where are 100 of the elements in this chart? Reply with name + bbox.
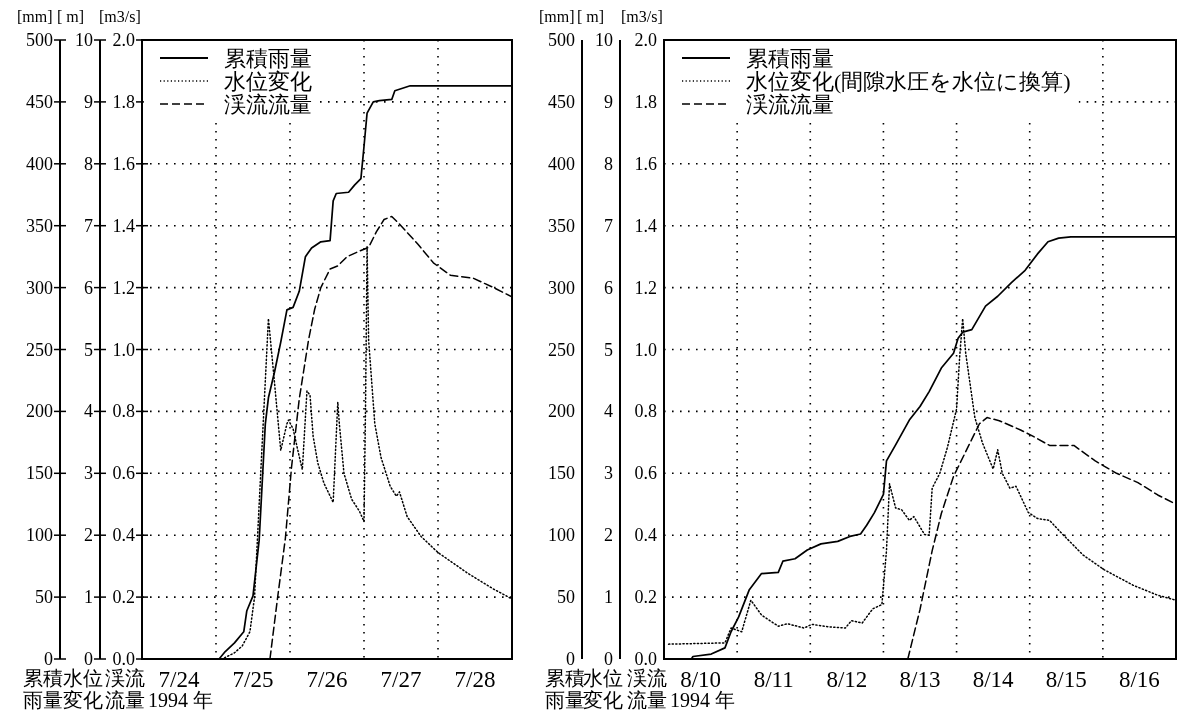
x-tick-label: 8/15 [1045, 667, 1087, 692]
text: 流量 [627, 689, 667, 711]
y-tick-label: 350 [548, 215, 575, 236]
y3-tick-label: 1.2 [634, 277, 657, 298]
x-tick-label: 7/24 [158, 667, 200, 692]
y-tick-label: 400 [548, 153, 575, 174]
y3-tick-label: 1.6 [112, 153, 135, 174]
y3-tick-label: 0.4 [112, 525, 135, 546]
y2-tick-label: 2 [604, 525, 613, 546]
y-tick-label: 50 [35, 587, 53, 608]
y-tick-label: 350 [26, 215, 53, 236]
y2-tick-label: 0 [84, 649, 93, 669]
text: 水位 [63, 667, 103, 689]
text: 渓流 [105, 667, 145, 689]
y2-tick-label: 3 [84, 463, 93, 484]
y2-axis-title: [ m] [577, 8, 605, 25]
x-tick-label: 8/12 [826, 667, 868, 692]
y3-tick-label: 0.2 [112, 587, 135, 608]
legend-label: 累積雨量 [224, 46, 312, 71]
text: 流量 [105, 689, 145, 711]
y-tick-label: 200 [26, 401, 53, 422]
y2-tick-label: 5 [84, 339, 93, 360]
y3-tick-label: 0.0 [634, 649, 657, 669]
y3-tick-label: 0.4 [634, 525, 657, 546]
x-axis-title: 1994 年 [670, 689, 735, 711]
y2-tick-label: 2 [84, 525, 93, 546]
y-tick-label: 0 [44, 649, 53, 669]
text: 変化 [583, 689, 623, 711]
y-tick-label: 100 [548, 525, 575, 546]
y2-tick-label: 9 [604, 91, 613, 112]
text: 変化 [63, 689, 103, 711]
y3-tick-label: 0.6 [634, 463, 657, 484]
y-tick-label: 0 [566, 649, 575, 669]
y-tick-label: 500 [26, 30, 53, 50]
x-tick-label: 7/25 [232, 667, 274, 692]
y-tick-label: 450 [548, 91, 575, 112]
y-tick-label: 450 [26, 91, 53, 112]
y-tick-label: 300 [26, 277, 53, 298]
legend-label: 累積雨量 [746, 46, 834, 71]
y3-tick-label: 0.8 [112, 401, 135, 422]
x-tick-label: 8/13 [899, 667, 941, 692]
y-tick-label: 400 [26, 153, 53, 174]
y3-tick-label: 0.0 [112, 649, 135, 669]
y-axis-title: [mm] [17, 8, 53, 25]
y3-tick-label: 2.0 [634, 30, 657, 50]
y-tick-label: 250 [548, 339, 575, 360]
y-tick-label: 150 [548, 463, 575, 484]
y3-tick-label: 0.6 [112, 463, 135, 484]
x-axis-title: 1994 年 [148, 689, 213, 711]
y3-tick-label: 1.8 [112, 91, 135, 112]
y2-tick-label: 1 [604, 587, 613, 608]
y-tick-label: 500 [548, 30, 575, 50]
text: 雨量 [23, 689, 63, 711]
y-tick-label: 250 [26, 339, 53, 360]
y3-tick-label: 1.8 [634, 91, 657, 112]
x-tick-label: 8/10 [680, 667, 722, 692]
x-tick-label: 8/11 [753, 667, 794, 692]
x-tick-label: 7/26 [306, 667, 348, 692]
y3-tick-label: 1.6 [634, 153, 657, 174]
y-axis-title: [mm] [539, 8, 575, 25]
y2-axis-title: [ m] [57, 8, 85, 25]
y3-tick-label: 1.4 [112, 215, 135, 236]
y2-tick-label: 6 [84, 277, 93, 298]
y2-tick-label: 4 [604, 401, 613, 422]
y3-tick-label: 2.0 [112, 30, 135, 50]
legend-label: 水位変化(間隙水圧を水位に換算) [746, 69, 1071, 94]
y2-tick-label: 5 [604, 339, 613, 360]
y2-tick-label: 7 [84, 215, 93, 236]
y3-tick-label: 1.0 [634, 339, 657, 360]
text: 累積 [545, 667, 585, 689]
y2-tick-label: 8 [604, 153, 613, 174]
y2-tick-label: 0 [604, 649, 613, 669]
y3-axis-title: [m3/s] [621, 8, 663, 25]
y-tick-label: 50 [557, 587, 575, 608]
x-tick-label: 8/16 [1118, 667, 1160, 692]
y-tick-label: 100 [26, 525, 53, 546]
y2-tick-label: 8 [84, 153, 93, 174]
text: 雨量 [545, 689, 585, 711]
text: 累積 [23, 667, 63, 689]
y2-tick-label: 10 [595, 30, 613, 50]
y2-tick-label: 9 [84, 91, 93, 112]
y3-tick-label: 1.4 [634, 215, 657, 236]
y2-tick-label: 6 [604, 277, 613, 298]
y2-tick-label: 7 [604, 215, 613, 236]
legend-label: 水位変化 [224, 69, 312, 94]
y3-tick-label: 1.0 [112, 339, 135, 360]
legend-label: 渓流流量 [224, 92, 312, 117]
x-tick-label: 8/14 [972, 667, 1015, 692]
y2-tick-label: 1 [84, 587, 93, 608]
y2-tick-label: 10 [75, 30, 93, 50]
y2-tick-label: 4 [84, 401, 93, 422]
legend-label: 渓流流量 [746, 92, 834, 117]
y3-axis-title: [m3/s] [99, 8, 141, 25]
y3-tick-label: 1.2 [112, 277, 135, 298]
y-tick-label: 300 [548, 277, 575, 298]
y3-tick-label: 0.8 [634, 401, 657, 422]
y-tick-label: 150 [26, 463, 53, 484]
x-tick-label: 7/27 [380, 667, 422, 692]
x-tick-label: 7/28 [454, 667, 496, 692]
text: 渓流 [627, 667, 667, 689]
